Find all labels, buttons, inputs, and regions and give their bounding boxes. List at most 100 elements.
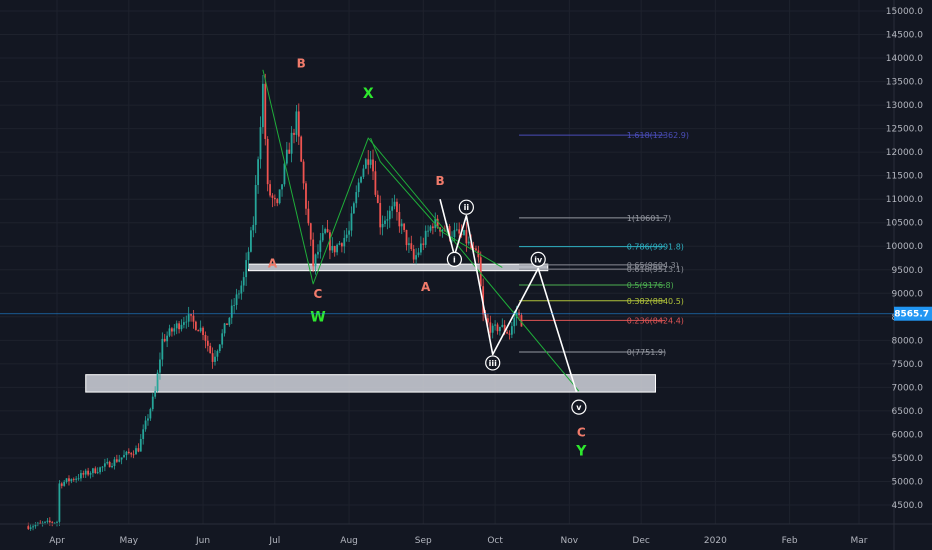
candle[interactable] — [400, 219, 403, 235]
candle[interactable] — [266, 136, 269, 192]
candle[interactable] — [223, 322, 226, 337]
candle[interactable] — [302, 159, 305, 190]
candle[interactable] — [324, 227, 327, 235]
candle[interactable] — [326, 220, 329, 233]
candle[interactable] — [185, 315, 188, 329]
price-zone[interactable] — [85, 374, 657, 393]
candle[interactable] — [139, 434, 142, 452]
candle[interactable] — [283, 161, 286, 187]
candle[interactable] — [252, 216, 255, 238]
candle[interactable] — [149, 407, 152, 421]
candle[interactable] — [113, 456, 116, 470]
candle[interactable] — [245, 252, 248, 286]
projection-path[interactable] — [439, 198, 578, 393]
candle[interactable] — [415, 248, 418, 265]
candle[interactable] — [111, 462, 113, 469]
candle[interactable] — [374, 160, 377, 197]
candle[interactable] — [336, 243, 339, 256]
candle[interactable] — [209, 342, 212, 354]
candle[interactable] — [178, 321, 180, 334]
candle[interactable] — [372, 149, 374, 180]
candle[interactable] — [441, 228, 444, 238]
candle[interactable] — [305, 181, 307, 215]
candle[interactable] — [386, 210, 389, 230]
candle[interactable] — [84, 468, 87, 478]
candle[interactable] — [221, 329, 224, 349]
candle[interactable] — [285, 141, 288, 166]
candle[interactable] — [491, 323, 494, 339]
candle[interactable] — [333, 245, 336, 257]
candle[interactable] — [429, 224, 432, 233]
candle[interactable] — [202, 326, 204, 341]
candle[interactable] — [498, 326, 501, 336]
candlestick-series[interactable] — [27, 73, 523, 531]
candle[interactable] — [180, 319, 183, 332]
candle[interactable] — [329, 229, 331, 260]
candle[interactable] — [99, 466, 101, 475]
candle[interactable] — [319, 232, 322, 259]
candle[interactable] — [396, 198, 398, 221]
candle[interactable] — [39, 520, 42, 524]
candle[interactable] — [297, 103, 300, 145]
candle[interactable] — [211, 347, 214, 369]
candle[interactable] — [467, 236, 470, 246]
candle[interactable] — [190, 313, 192, 322]
candle[interactable] — [46, 518, 49, 525]
candle[interactable] — [226, 323, 228, 325]
candle[interactable] — [187, 306, 190, 328]
candle[interactable] — [156, 369, 159, 393]
candle[interactable] — [271, 193, 274, 208]
candle[interactable] — [135, 445, 137, 455]
candle[interactable] — [132, 450, 135, 459]
candle[interactable] — [475, 245, 477, 251]
candle[interactable] — [422, 237, 425, 251]
candle[interactable] — [80, 470, 82, 482]
support-resistance-zones[interactable] — [85, 263, 657, 393]
candle[interactable] — [494, 320, 497, 331]
candle[interactable] — [96, 467, 99, 475]
candle[interactable] — [501, 318, 504, 328]
candle[interactable] — [360, 176, 362, 184]
candle[interactable] — [65, 478, 68, 484]
candle[interactable] — [238, 290, 240, 299]
candle[interactable] — [163, 334, 166, 343]
candle[interactable] — [242, 271, 245, 292]
candle[interactable] — [89, 471, 92, 479]
candle[interactable] — [290, 126, 293, 163]
candle[interactable] — [230, 299, 233, 324]
candle[interactable] — [264, 73, 267, 146]
candle[interactable] — [63, 479, 66, 487]
candle[interactable] — [403, 223, 406, 233]
candle[interactable] — [82, 470, 85, 478]
candle[interactable] — [171, 327, 173, 337]
candle[interactable] — [228, 317, 231, 327]
candle[interactable] — [510, 321, 513, 339]
candle[interactable] — [108, 460, 111, 468]
candle[interactable] — [367, 150, 370, 175]
candle[interactable] — [300, 135, 303, 163]
candle[interactable] — [204, 331, 207, 349]
candle[interactable] — [362, 164, 365, 180]
candle[interactable] — [75, 476, 78, 483]
candle[interactable] — [398, 203, 401, 233]
candle[interactable] — [259, 116, 262, 169]
price-zone[interactable] — [248, 263, 549, 272]
candle[interactable] — [137, 443, 140, 453]
candle[interactable] — [453, 222, 456, 242]
candle[interactable] — [87, 467, 90, 477]
wave-lines[interactable] — [262, 69, 580, 393]
candle[interactable] — [192, 310, 195, 329]
candle[interactable] — [364, 157, 367, 170]
candle[interactable] — [288, 142, 291, 154]
candle[interactable] — [295, 104, 298, 142]
candle[interactable] — [142, 424, 145, 445]
candle[interactable] — [261, 74, 264, 134]
candle[interactable] — [417, 247, 420, 258]
candle[interactable] — [147, 414, 149, 426]
candle[interactable] — [175, 320, 178, 335]
candle[interactable] — [355, 185, 358, 208]
candle[interactable] — [72, 477, 75, 482]
candle[interactable] — [345, 227, 348, 242]
candle[interactable] — [487, 313, 489, 326]
